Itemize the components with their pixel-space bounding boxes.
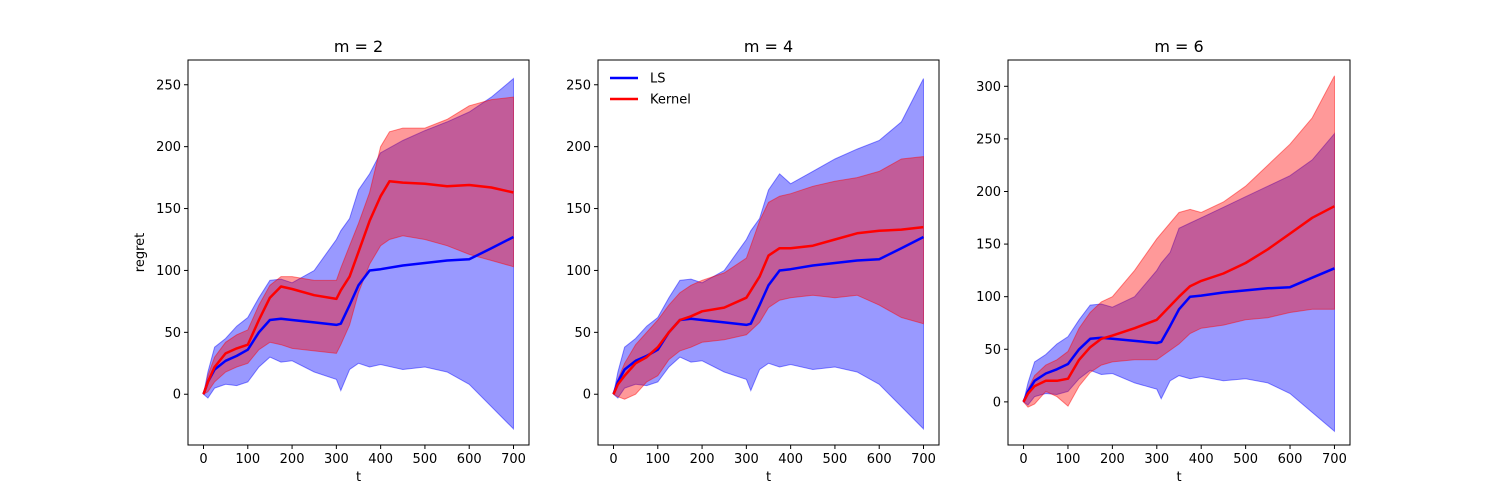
y-tick-label: 50 xyxy=(984,343,1001,358)
series-line-ls xyxy=(1022,267,1335,403)
chart-title: m = 2 xyxy=(334,37,383,56)
legend-label-kernel: Kernel xyxy=(650,93,691,108)
plot-frame xyxy=(1007,59,1351,446)
x-tick-label: 200 xyxy=(280,452,305,467)
x-tick-label: 500 xyxy=(1233,452,1258,467)
x-tick-label: 300 xyxy=(734,452,759,467)
legend: LS Kernel xyxy=(610,72,691,108)
plot-frame xyxy=(187,59,530,446)
chart-title: m = 4 xyxy=(744,37,793,56)
x-tick-label: 300 xyxy=(1144,452,1169,467)
chart-panel-2: 0 100 200 300 400 500 600 700 0 50 100 150 200 250 m =… xyxy=(566,37,940,485)
x-tick-label: 700 xyxy=(1322,452,1347,467)
y-tick-label: 0 xyxy=(173,388,181,403)
legend-label-ls: LS xyxy=(650,72,666,87)
y-tick-label: 50 xyxy=(574,326,591,341)
y-tick-label: 200 xyxy=(566,140,591,155)
y-tick-label: 300 xyxy=(976,80,1001,95)
x-tick-label: 100 xyxy=(235,452,260,467)
x-tick-label: 600 xyxy=(1278,452,1303,467)
y-axis-label: regret xyxy=(133,233,148,272)
x-tick-label: 400 xyxy=(368,452,393,467)
x-tick-label: 200 xyxy=(690,452,715,467)
y-tick-label: 50 xyxy=(164,326,181,341)
x-tick-label: 500 xyxy=(823,452,848,467)
chart-panel-3: 0 100 200 300 400 500 600 700 0 50 100 150 200 250 300… xyxy=(976,37,1351,485)
x-tick-label: 500 xyxy=(413,452,438,467)
series-line-ls xyxy=(612,235,925,395)
series-line-kernel xyxy=(612,225,924,395)
confidence-band-kernel xyxy=(1022,75,1335,408)
series-line-kernel xyxy=(1022,205,1336,403)
x-tick-label: 700 xyxy=(911,452,936,467)
chart-title: m = 6 xyxy=(1154,37,1203,56)
x-tick-label: 0 xyxy=(609,452,617,467)
series-line-kernel xyxy=(202,180,514,395)
confidence-band-ls xyxy=(612,78,924,431)
y-tick-label: 150 xyxy=(566,202,591,217)
x-tick-label: 300 xyxy=(324,452,349,467)
x-tick-label: 400 xyxy=(778,452,803,467)
series-line-ls xyxy=(202,235,515,395)
x-tick-label: 200 xyxy=(1100,452,1125,467)
y-tick-label: 250 xyxy=(566,78,591,93)
y-tick-label: 250 xyxy=(976,132,1001,147)
x-tick-label: 100 xyxy=(645,452,670,467)
y-tick-label: 100 xyxy=(976,290,1001,305)
y-tick-label: 100 xyxy=(156,264,181,279)
x-tick-label: 100 xyxy=(1056,452,1081,467)
x-tick-label: 400 xyxy=(1189,452,1214,467)
y-tick-label: 200 xyxy=(156,140,181,155)
y-tick-label: 100 xyxy=(566,264,591,279)
y-tick-label: 0 xyxy=(583,388,591,403)
plot-frame xyxy=(597,59,940,446)
x-axis-label: t xyxy=(1176,470,1181,485)
x-axis-label: t xyxy=(356,470,361,485)
y-tick-label: 150 xyxy=(156,202,181,217)
x-tick-label: 700 xyxy=(501,452,526,467)
x-tick-label: 600 xyxy=(457,452,482,467)
confidence-band-ls xyxy=(1022,132,1335,433)
y-tick-label: 250 xyxy=(156,78,181,93)
confidence-band-kernel xyxy=(612,156,924,400)
chart-panel-1: 0 100 200 300 400 500 600 700 0 50 100 150 200 250 m =… xyxy=(133,37,530,485)
x-tick-label: 600 xyxy=(867,452,892,467)
y-tick-label: 0 xyxy=(993,395,1001,410)
y-tick-label: 150 xyxy=(976,238,1001,253)
y-tick-label: 200 xyxy=(976,185,1001,200)
x-axis-label: t xyxy=(766,470,771,485)
x-tick-label: 0 xyxy=(199,452,207,467)
x-tick-label: 0 xyxy=(1019,452,1027,467)
